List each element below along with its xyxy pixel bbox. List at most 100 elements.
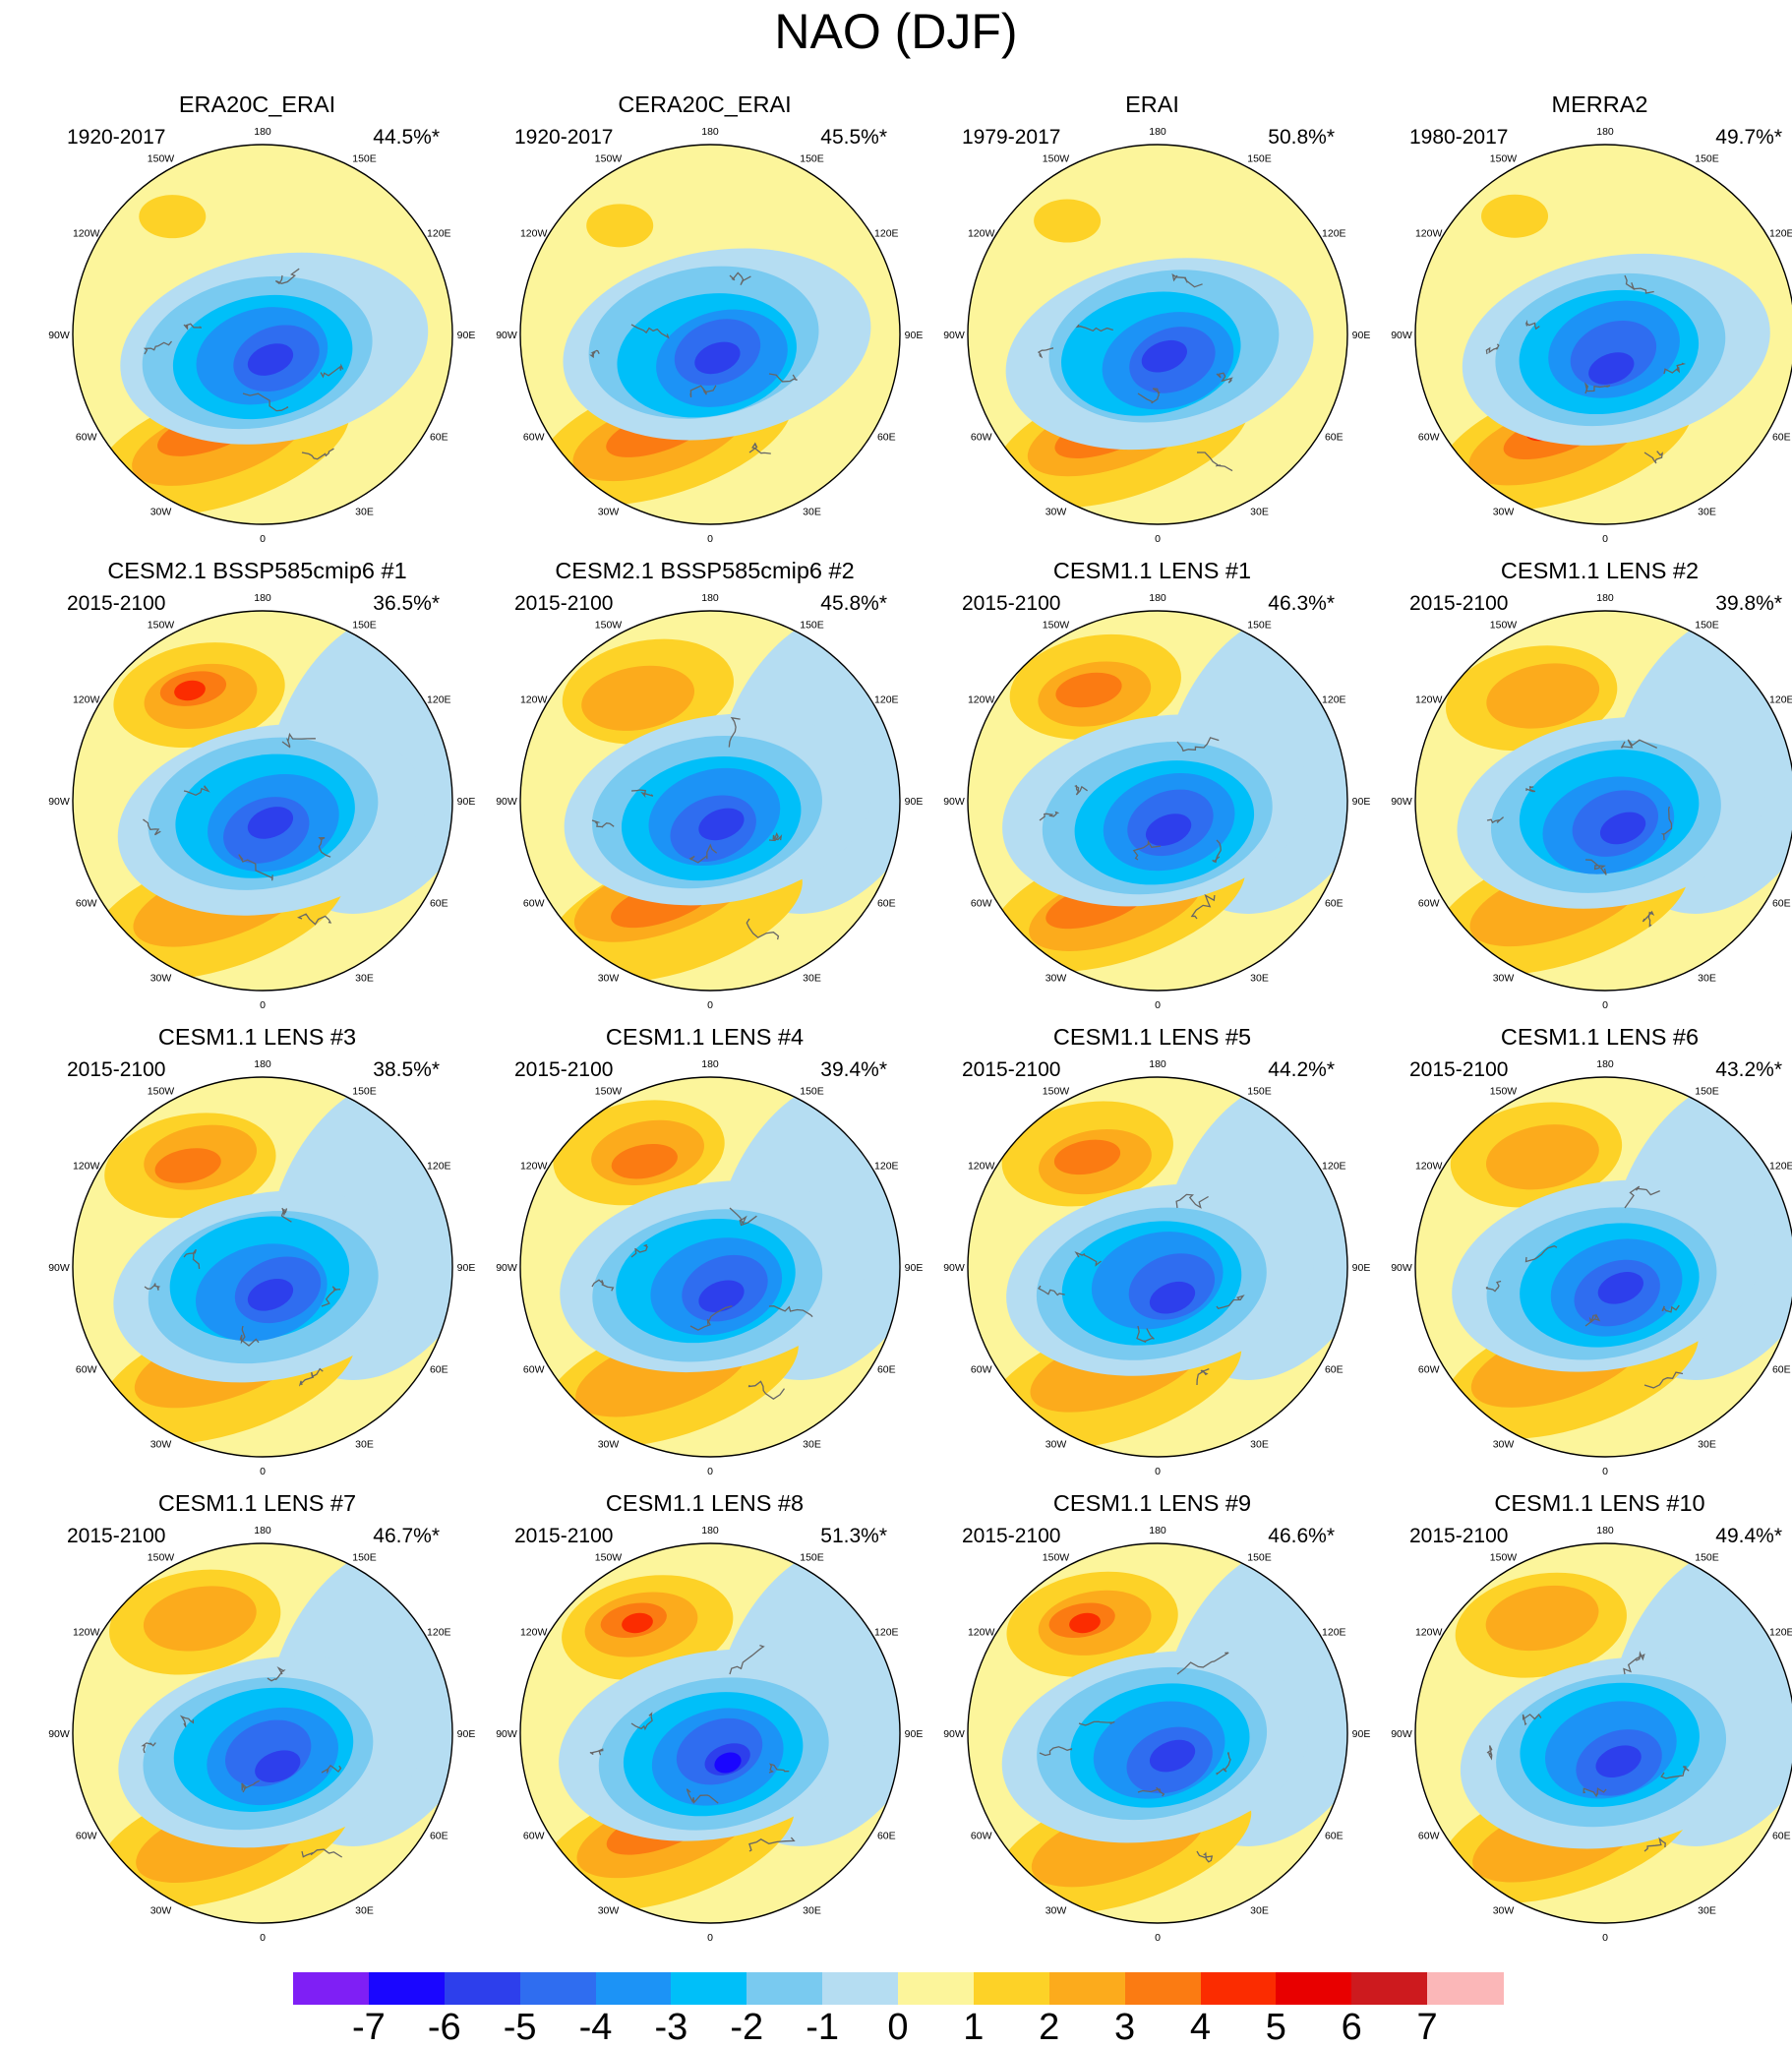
colorbar-swatch xyxy=(519,1972,596,2005)
longitude-label: 150W xyxy=(595,620,623,632)
colorbar-label: 6 xyxy=(1341,2007,1362,2048)
longitude-label: 60E xyxy=(430,898,448,910)
anomaly-contour xyxy=(1141,339,1187,373)
longitude-label: 30W xyxy=(1493,1438,1515,1450)
map-panel: 180150E120E90E60E30E030W60W90W120W150WCE… xyxy=(1376,557,1792,1025)
colorbar-swatch xyxy=(822,1972,899,2005)
longitude-label: 150W xyxy=(148,153,175,165)
longitude-label: 60W xyxy=(523,1364,545,1376)
coastlines xyxy=(1485,274,1687,464)
panel-title: CESM2.1 BSSP585cmip6 #2 xyxy=(555,558,855,583)
panel-title: MERRA2 xyxy=(1551,91,1648,117)
map-boundary xyxy=(1414,144,1792,525)
colorbar-label: -1 xyxy=(806,2007,840,2048)
longitude-label: 120W xyxy=(1415,694,1443,706)
longitude-label: 0 xyxy=(1602,1466,1608,1477)
polar-map: 180 150E 120E 90E 60E 30E 0 30W 60W 90W 120W 150W xyxy=(48,592,475,1011)
longitude-label: 180 xyxy=(1149,592,1166,604)
anomaly-contour xyxy=(1486,663,1600,729)
longitude-label: 0 xyxy=(1602,999,1608,1011)
longitude-label: 90W xyxy=(48,330,70,341)
colorbar-label: -5 xyxy=(503,2007,537,2048)
longitude-label: 90W xyxy=(48,796,70,808)
anomaly-contour xyxy=(1149,1739,1196,1773)
longitude-label: 90W xyxy=(496,1262,517,1274)
longitude-label: 120W xyxy=(1415,1627,1443,1639)
longitude-label: 30W xyxy=(1045,1438,1067,1450)
longitude-label: 150E xyxy=(1695,620,1719,632)
colorbar-swatch xyxy=(1276,1972,1352,2005)
longitude-label: 0 xyxy=(1602,1932,1608,1944)
anomaly-contour xyxy=(247,807,294,839)
longitude-label: 120E xyxy=(1769,1627,1792,1639)
panel-variance-percent: 49.4%* xyxy=(1715,1525,1782,1547)
longitude-label: 120W xyxy=(968,694,995,706)
panel-title: CESM1.1 LENS #6 xyxy=(1500,1024,1700,1050)
longitude-label: 30W xyxy=(150,506,172,517)
longitude-label: 120E xyxy=(1322,694,1346,706)
longitude-label: 30E xyxy=(1698,1904,1716,1916)
longitude-label: 60W xyxy=(523,432,545,444)
longitude-label: 30W xyxy=(150,1904,172,1916)
longitude-label: 120E xyxy=(427,1161,451,1173)
longitude-label: 30W xyxy=(598,972,620,984)
longitude-label: 120E xyxy=(427,694,451,706)
map-boundary xyxy=(519,610,901,992)
anomaly-contour xyxy=(1485,1124,1599,1190)
longitude-label: 0 xyxy=(260,533,266,545)
panel-period: 2015-2100 xyxy=(1409,1525,1509,1547)
longitude-label: 30E xyxy=(1250,1438,1269,1450)
longitude-label: 150E xyxy=(352,620,377,632)
map-panel: 180 150E 120E 90E 60E 30E 0 30W 60W 90W 120W 150W ER… xyxy=(928,90,1376,559)
longitude-label: 30E xyxy=(1698,972,1716,984)
coastlines xyxy=(589,1644,796,1852)
longitude-label: 60E xyxy=(1325,432,1344,444)
longitude-label: 60W xyxy=(971,1831,992,1842)
longitude-label: 150W xyxy=(1490,1086,1518,1098)
polar-map: 180 150E 120E 90E 60E 30E 0 30W 60W 90W 120W 150W xyxy=(48,1525,476,1944)
longitude-label: 90W xyxy=(48,1262,70,1274)
coastlines xyxy=(143,732,332,926)
longitude-label: 120W xyxy=(968,1161,995,1173)
longitude-label: 60W xyxy=(971,898,992,910)
coastlines xyxy=(1037,1193,1245,1386)
longitude-label: 180 xyxy=(254,1058,271,1070)
polar-map: 180 150E 120E 90E 60E 30E 0 30W 60W 90W 120W 150W xyxy=(496,126,924,545)
longitude-label: 120E xyxy=(874,228,899,240)
longitude-label: 90E xyxy=(905,330,924,341)
map-boundary xyxy=(519,144,901,525)
colorbar-label: -3 xyxy=(654,2007,688,2048)
panel-variance-percent: 38.5%* xyxy=(373,1058,440,1081)
map-panel: 180150E120E90E60E30E030W60W90W120W150WME… xyxy=(1376,90,1792,559)
colorbar-label: 3 xyxy=(1114,2007,1136,2048)
longitude-label: 150W xyxy=(1490,620,1518,632)
anomaly-contour xyxy=(143,1586,257,1652)
panel-title: CESM1.1 LENS #2 xyxy=(1500,558,1700,583)
longitude-label: 30W xyxy=(598,1438,620,1450)
longitude-label: 90W xyxy=(496,330,517,341)
longitude-label: 150E xyxy=(352,1086,377,1098)
polar-map: 180 150E 120E 90E 60E 30E 0 30W 60W 90W 120W 150W xyxy=(943,1525,1370,1944)
longitude-label: 90E xyxy=(457,1728,476,1740)
panel-period: 2015-2100 xyxy=(1409,592,1509,615)
colorbar-swatch xyxy=(1048,1972,1126,2005)
colorbar-swatch xyxy=(293,1972,370,2005)
anomaly-contour xyxy=(586,204,654,248)
colorbar-swatch xyxy=(1351,1972,1428,2005)
longitude-label: 150E xyxy=(1695,153,1719,165)
colorbar-label: -7 xyxy=(351,2007,386,2048)
panel-title: CESM1.1 LENS #9 xyxy=(1052,1490,1252,1516)
longitude-label: 150E xyxy=(800,620,824,632)
panel-period: 1920-2017 xyxy=(514,126,614,149)
coastlines xyxy=(1486,739,1673,928)
panel-variance-percent: 45.5%* xyxy=(820,126,887,149)
longitude-label: 120W xyxy=(1415,228,1443,240)
anomaly-contour xyxy=(154,1148,221,1183)
colorbar-label: 7 xyxy=(1416,2007,1438,2048)
longitude-label: 90W xyxy=(1391,330,1412,341)
